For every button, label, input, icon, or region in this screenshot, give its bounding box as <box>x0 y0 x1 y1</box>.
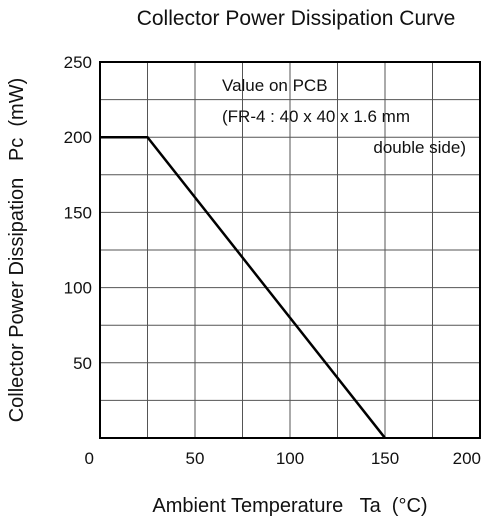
derating-curve-line <box>100 135 386 439</box>
x-tick-label: 100 <box>276 449 304 468</box>
x-tick-label: 150 <box>371 449 399 468</box>
y-tick-label: 200 <box>64 128 92 147</box>
curve-layer <box>100 135 386 439</box>
grid-lines <box>100 62 480 438</box>
x-axis-label: Ambient Temperature Ta (°C) <box>152 495 427 517</box>
pcb-annotation: Value on PCB (FR-4 : 40 x 40 x 1.6 mm doub… <box>222 76 466 157</box>
annotation-line: Value on PCB <box>222 76 328 95</box>
chart-title: Collector Power Dissipation Curve <box>137 7 456 30</box>
x-tick-labels: 0 50 100 150 200 <box>85 449 481 468</box>
x-tick-label: 200 <box>453 449 481 468</box>
plot-frame <box>99 61 481 439</box>
y-tick-label: 50 <box>73 354 92 373</box>
y-tick-labels: 50 100 150 200 250 <box>64 53 92 373</box>
annotation-line: double side) <box>373 138 466 157</box>
y-tick-label: 250 <box>64 53 92 72</box>
y-tick-label: 150 <box>64 203 92 222</box>
x-tick-label: 50 <box>186 449 205 468</box>
annotation-line: (FR-4 : 40 x 40 x 1.6 mm <box>222 107 410 126</box>
y-tick-label: 100 <box>64 279 92 298</box>
y-axis-label: Collector Power Dissipation Pc (mW) <box>6 78 28 423</box>
x-tick-label: 0 <box>85 449 94 468</box>
